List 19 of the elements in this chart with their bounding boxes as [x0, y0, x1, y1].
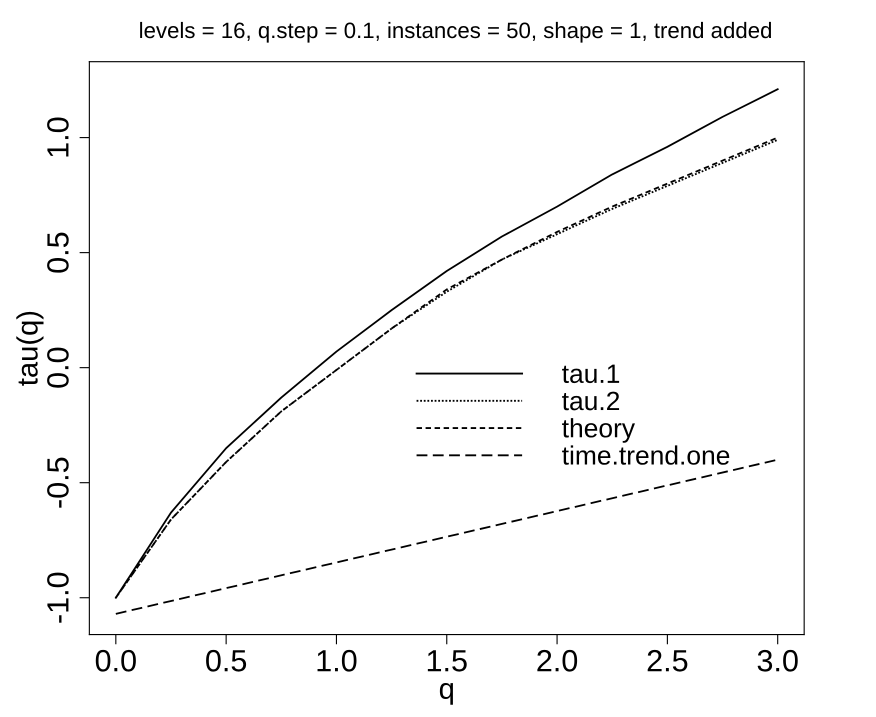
x-tick-label: 0.0 [96, 650, 136, 672]
y-tick-label: 0.5 [47, 232, 69, 273]
legend-label: tau.1 [562, 364, 620, 384]
x-axis-title: q [440, 683, 454, 705]
y-tick-label: 1.0 [47, 118, 69, 156]
legend-label: time.trend.one [562, 445, 730, 465]
x-tick-label: 1.5 [428, 650, 467, 672]
legend-label: theory [562, 418, 635, 443]
chart-title: levels = 16, q.step = 0.1, instances = 50, shape = 1, trend added [140, 22, 771, 43]
x-tick-label: 3.0 [758, 650, 798, 672]
y-axis-title: tau(q) [16, 312, 44, 386]
y-tick-label: -1.0 [47, 572, 69, 623]
y-tick-label: 0.0 [47, 348, 69, 388]
x-tick-label: 2.0 [537, 650, 578, 672]
x-tick-label: 1.0 [318, 650, 356, 672]
y-tick-label: -0.5 [47, 458, 69, 508]
legend-label: tau.2 [562, 392, 620, 410]
x-tick-label: 2.5 [648, 650, 688, 672]
x-tick-label: 0.5 [206, 650, 246, 672]
